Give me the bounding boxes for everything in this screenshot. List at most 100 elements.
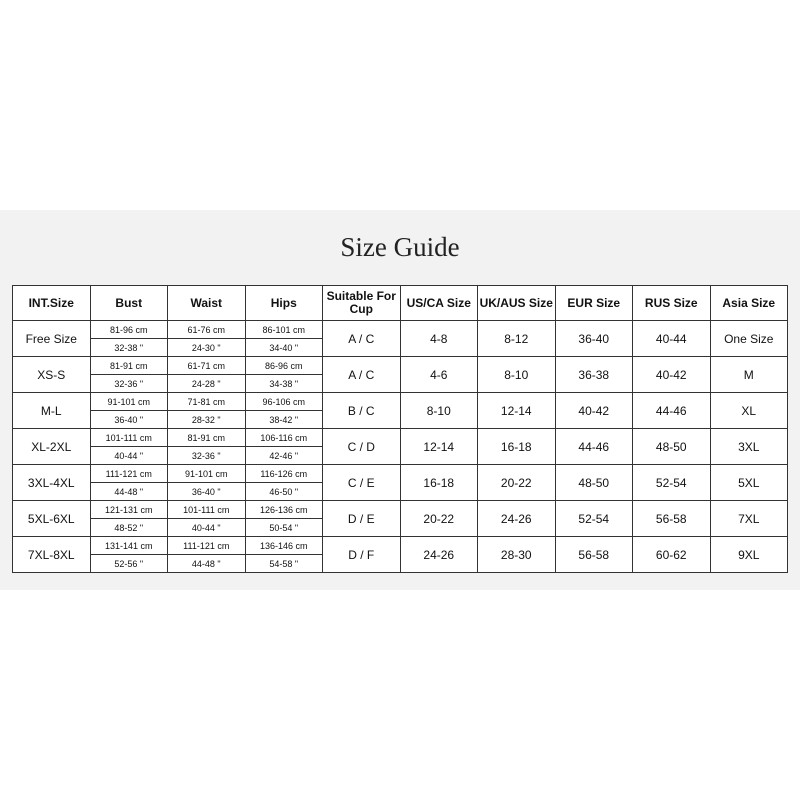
table-cell: 91-101 cm [89,392,168,411]
table-cell: 81-91 cm [167,428,246,447]
table-cell: 4-6 [399,356,478,393]
table-cell: 91-101 cm [167,464,246,483]
table-cell: 101-111 cm [167,500,246,519]
column-header: Suitable For Cup [322,285,401,321]
table-subrow: 32-38 " 24-30 " 34-40 " [13,338,788,357]
table-cell: D / F [322,536,401,573]
table-subrow: 40-44 " 32-36 " 42-46 " [13,446,788,465]
table-cell: 48-52 " [89,518,168,537]
table-cell: 8-10 [399,392,478,429]
table-cell: 81-91 cm [89,356,168,375]
table-cell: 42-46 " [244,446,323,465]
table-row: 5XL-6XL 121-131 cm 101-111 cm 126-136 cm D /… [12,500,788,537]
table-cell: 12-14 [477,392,556,429]
table-cell: 32-36 " [167,446,246,465]
table-cell: 52-56 " [89,554,168,573]
table-cell: 8-10 [477,356,556,393]
table-cell: 46-50 " [244,482,323,501]
table-cell: 7XL-8XL [12,536,91,573]
table-cell: A / C [322,320,401,357]
table-cell: 44-48 " [167,554,246,573]
table-subrow: 48-52 " 40-44 " 50-54 " [13,518,788,537]
table-cell: XS-S [12,356,91,393]
table-cell: 40-44 " [167,518,246,537]
table-cell: 24-28 " [167,374,246,393]
table-cell: One Size [709,320,788,357]
table-cell: 40-44 [632,320,711,357]
table-cell: 5XL-6XL [12,500,91,537]
table-cell: 20-22 [399,500,478,537]
table-cell: C / E [322,464,401,501]
table-cell: C / D [322,428,401,465]
table-cell: 56-58 [632,500,711,537]
table-cell: 24-30 " [167,338,246,357]
table-cell: 52-54 [632,464,711,501]
table-cell: 20-22 [477,464,556,501]
column-header: US/CA Size [399,285,478,321]
table-subrow: 52-56 " 44-48 " 54-58 " [13,554,788,573]
column-header: Hips [244,285,323,321]
table-cell: 24-26 [399,536,478,573]
table-cell: 48-50 [632,428,711,465]
table-cell: 24-26 [477,500,556,537]
table-cell: XL-2XL [12,428,91,465]
table-cell: 111-121 cm [89,464,168,483]
table-cell: 131-141 cm [89,536,168,555]
table-cell: 56-58 [554,536,633,573]
table-cell: 126-136 cm [244,500,323,519]
table-cell: 44-46 [632,392,711,429]
table-cell: 48-50 [554,464,633,501]
table-cell: 3XL-4XL [12,464,91,501]
table-cell: 81-96 cm [89,320,168,339]
size-table: INT.Size Bust Waist Hips Suitable For Cup US/… [12,285,788,573]
table-cell: 50-54 " [244,518,323,537]
table-row: XS-S 81-91 cm 61-71 cm 86-96 cm A / C 4-6 8-10… [12,356,788,393]
column-header: Asia Size [709,285,788,321]
column-header: UK/AUS Size [477,285,556,321]
table-cell: 34-38 " [244,374,323,393]
table-cell: 136-146 cm [244,536,323,555]
table-cell: 86-96 cm [244,356,323,375]
table-cell: 61-76 cm [167,320,246,339]
table-cell: 44-48 " [89,482,168,501]
table-cell: M-L [12,392,91,429]
table-row: 7XL-8XL 131-141 cm 111-121 cm 136-146 cm D /… [12,536,788,573]
table-cell: 9XL [709,536,788,573]
table-cell: D / E [322,500,401,537]
table-cell: 86-101 cm [244,320,323,339]
table-row: M-L 91-101 cm 71-81 cm 96-106 cm B / C 8-10 12… [12,392,788,429]
table-cell: M [709,356,788,393]
table-cell: 111-121 cm [167,536,246,555]
table-cell: 116-126 cm [244,464,323,483]
column-header: Waist [167,285,246,321]
table-cell: 54-58 " [244,554,323,573]
table-cell: 36-40 [554,320,633,357]
table-cell: 106-116 cm [244,428,323,447]
table-cell: 28-32 " [167,410,246,429]
table-cell: 16-18 [399,464,478,501]
column-header: EUR Size [554,285,633,321]
table-cell: 40-42 [632,356,711,393]
table-cell: 7XL [709,500,788,537]
table-cell: 12-14 [399,428,478,465]
table-cell: 32-38 " [89,338,168,357]
table-cell: XL [709,392,788,429]
table-cell: 34-40 " [244,338,323,357]
table-cell: A / C [322,356,401,393]
table-cell: 36-40 " [89,410,168,429]
table-cell: 101-111 cm [89,428,168,447]
table-cell: 32-36 " [89,374,168,393]
page-title: Size Guide [340,232,460,262]
table-cell: Free Size [12,320,91,357]
table-cell: 60-62 [632,536,711,573]
column-header: RUS Size [632,285,711,321]
table-cell: 28-30 [477,536,556,573]
table-cell: 16-18 [477,428,556,465]
table-cell: 5XL [709,464,788,501]
table-cell: 61-71 cm [167,356,246,375]
table-cell: 52-54 [554,500,633,537]
table-cell: 40-42 [554,392,633,429]
table-cell: 44-46 [554,428,633,465]
header-row: INT.Size Bust Waist Hips Suitable For Cup US/… [12,285,788,321]
